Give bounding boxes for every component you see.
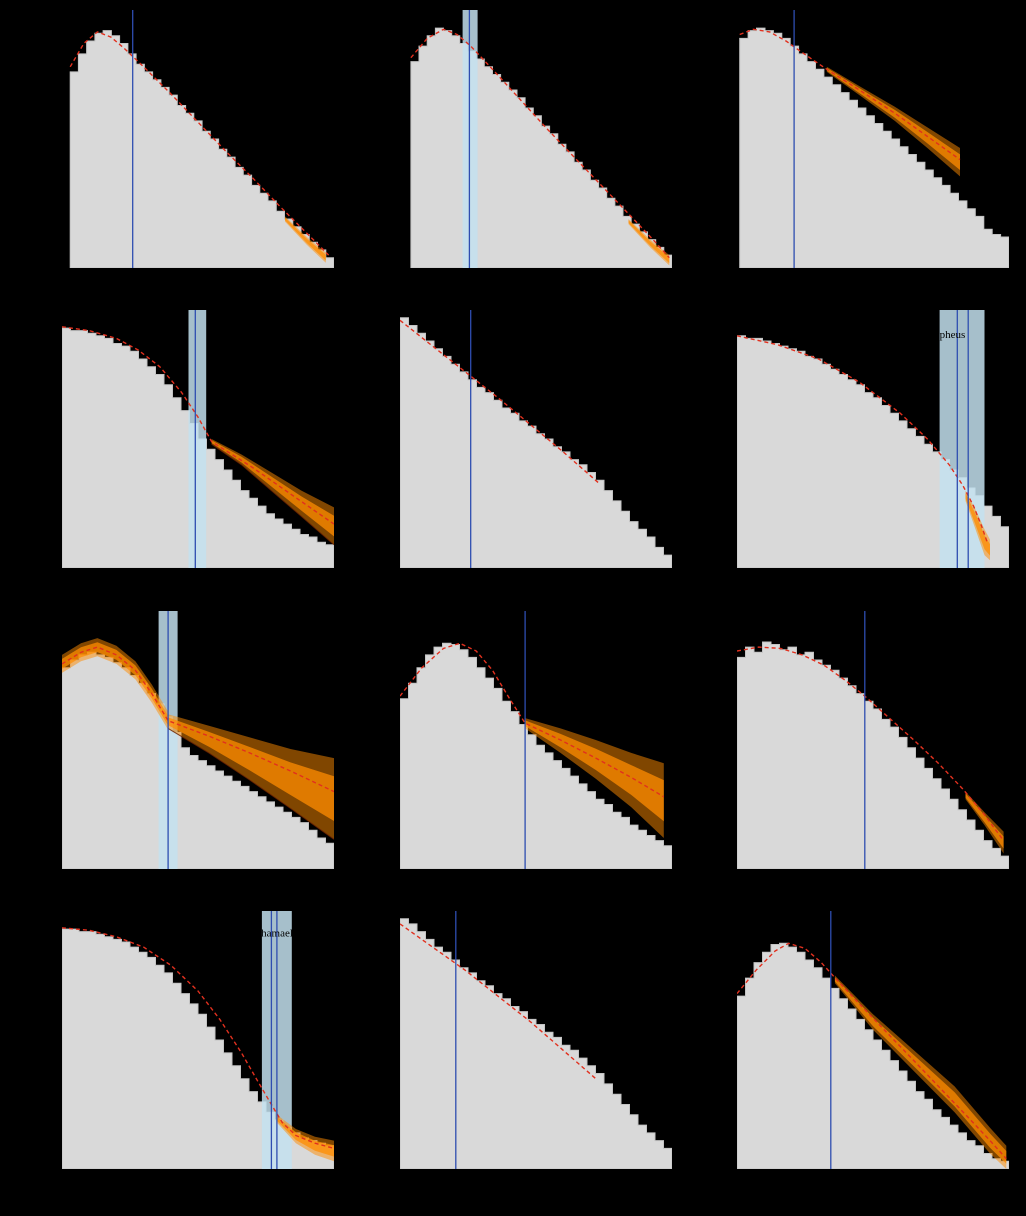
histogram (69, 30, 334, 268)
panel-r1c0 (62, 310, 334, 568)
panel-r2c1-plot (400, 611, 672, 869)
panel-r3c0-plot: Chamaeleon (62, 911, 334, 1169)
fit-line (62, 927, 334, 1150)
panel-r2c2-plot (737, 611, 1009, 869)
panel-r0c1-plot (410, 10, 672, 268)
panel-r1c1-plot (400, 310, 672, 568)
panel-r0c0-plot (69, 10, 334, 268)
panel-r3c1 (400, 911, 672, 1169)
histogram (737, 641, 1009, 869)
panel-r3c2-plot (737, 911, 1009, 1169)
panel-r1c0-plot (62, 310, 334, 568)
panel-r2c0-plot (62, 611, 334, 869)
histogram (739, 27, 1009, 268)
uncertainty-fan-core (168, 717, 334, 821)
panel-label: Cepheus (927, 329, 965, 341)
panel-r1c2: Cepheus (737, 310, 1009, 568)
fan-dark-edge (167, 727, 334, 840)
fit-line (739, 28, 961, 161)
panel-r3c2 (737, 911, 1009, 1169)
panel-r0c1 (400, 10, 672, 268)
panel-r2c2 (737, 611, 1009, 869)
histogram (410, 27, 672, 268)
uncertainty-fan-core (628, 220, 670, 264)
uncertainty-fan-core (525, 720, 664, 822)
panel-r0c0 (62, 10, 334, 268)
fan-dark-edge (211, 443, 334, 546)
histogram (400, 317, 672, 568)
panel-r3c1-plot (400, 911, 672, 1169)
uncertainty-fan-core (285, 217, 326, 261)
panel-r2c0 (62, 611, 334, 869)
panel-r2c1 (400, 611, 672, 869)
uncertainty-fan-core (965, 793, 1004, 849)
histogram (400, 918, 672, 1169)
fit-line (737, 942, 1007, 1160)
uncertainty-fan-core (834, 977, 1007, 1164)
highlight-band (188, 310, 207, 568)
fit-line (410, 28, 670, 259)
panel-r0c2 (737, 10, 1009, 268)
uncertainty-fan-core (62, 642, 169, 726)
uncertainty-fan-core (276, 1116, 334, 1157)
panel-r0c2-plot (739, 10, 1009, 268)
fit-line (62, 326, 334, 525)
panel-r3c0: Chamaeleon (62, 911, 334, 1169)
panel-r1c2-plot: Cepheus (737, 310, 1009, 568)
fit-line (62, 646, 334, 793)
uncertainty-fan-core (965, 492, 990, 556)
fit-line (400, 923, 597, 1080)
fit-line (400, 642, 665, 798)
histogram (737, 942, 1009, 1169)
uncertainty-fan-core (826, 67, 960, 170)
panel-label: Chamaeleon (254, 928, 309, 940)
uncertainty-fan (525, 718, 664, 838)
uncertainty-fan (826, 66, 960, 177)
highlight-band (462, 10, 478, 268)
panel-r1c1 (400, 310, 672, 568)
fit-line (737, 335, 988, 543)
histogram (400, 642, 672, 869)
fit-line (69, 31, 330, 256)
